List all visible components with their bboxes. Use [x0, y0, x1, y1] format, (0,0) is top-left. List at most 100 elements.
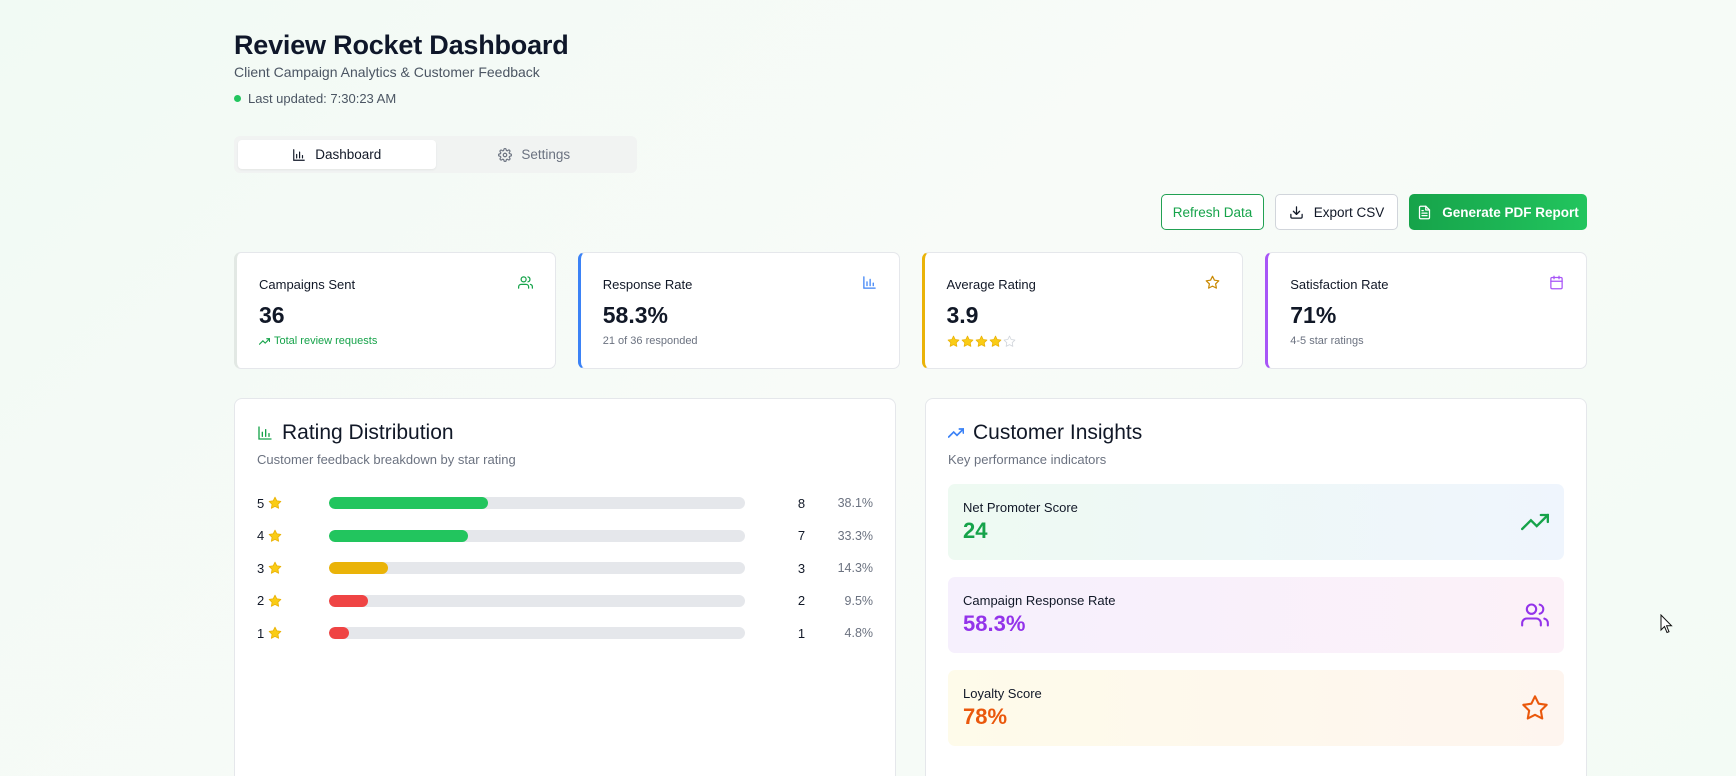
stat-card-satisfaction: Satisfaction Rate 71% 4-5 star ratings [1265, 252, 1587, 369]
distribution-star-label: 1 [257, 626, 329, 641]
trending-up-icon [259, 337, 270, 345]
generate-pdf-button[interactable]: Generate PDF Report [1409, 194, 1587, 230]
star-count: 2 [257, 593, 265, 609]
star-filled-icon [268, 561, 282, 574]
stat-sub: 4-5 star ratings [1290, 335, 1364, 347]
stats-row: Campaigns Sent 36 Total review requests … [234, 252, 1587, 369]
bar-chart-icon [862, 276, 876, 289]
distribution-count: 1 [797, 625, 806, 641]
insight-label: Net Promoter Score [963, 500, 1078, 515]
distribution-star-label: 5 [257, 496, 329, 511]
stat-card-response-rate: Response Rate 58.3% 21 of 36 responded [577, 252, 900, 369]
stat-value: 36 [259, 302, 285, 328]
bar-chart-icon [258, 426, 272, 440]
rating-stars [947, 335, 1221, 348]
star-filled-icon [975, 335, 987, 347]
refresh-data-button[interactable]: Refresh Data [1161, 194, 1264, 230]
star-icon [1522, 695, 1548, 720]
star-count: 3 [257, 560, 265, 576]
last-updated-text: Last updated: 7:30:23 AM [248, 91, 397, 106]
last-updated: Last updated: 7:30:23 AM [234, 91, 396, 106]
star-filled-icon [268, 594, 282, 607]
progress-bar-fill [328, 497, 488, 510]
panel-title: Customer Insights [948, 421, 1564, 445]
customer-insights-description: Key performance indicators [948, 452, 1107, 467]
tab-bar: Dashboard Settings [234, 136, 637, 173]
stat-sub-text: Total review requests [274, 335, 378, 347]
star-empty-icon [1003, 335, 1015, 347]
calendar-icon [1550, 275, 1563, 290]
insight-value: 24 [963, 518, 988, 543]
users-icon [517, 276, 533, 289]
distribution-star-label: 2 [257, 593, 329, 608]
tab-dashboard-label: Dashboard [315, 147, 382, 162]
star-count: 4 [257, 528, 265, 544]
tab-settings[interactable]: Settings [436, 140, 634, 169]
page-title: Review Rocket Dashboard [234, 30, 569, 60]
rating-distribution-title: Rating Distribution [282, 421, 454, 444]
progress-bar-track [328, 497, 746, 510]
stat-value: 71% [1290, 302, 1337, 328]
distribution-percent: 14.3% [837, 561, 874, 576]
distribution-count: 8 [797, 495, 806, 511]
star-filled-icon [961, 335, 973, 347]
progress-bar-track [328, 529, 746, 542]
export-csv-button[interactable]: Export CSV [1275, 194, 1398, 230]
star-count: 1 [257, 625, 265, 641]
progress-bar-fill [328, 562, 389, 575]
distribution-count: 2 [797, 593, 806, 609]
progress-bar-track [328, 627, 746, 640]
file-text-icon [1419, 205, 1431, 219]
export-csv-label: Export CSV [1313, 204, 1385, 220]
star-filled-icon [268, 496, 282, 509]
stat-card-campaigns: Campaigns Sent 36 Total review requests [234, 252, 556, 369]
generate-pdf-label: Generate PDF Report [1442, 204, 1579, 220]
trending-up-icon [948, 428, 964, 438]
distribution-percent: 9.5% [844, 593, 874, 608]
star-filled-icon [989, 335, 1001, 347]
distribution-percent: 4.8% [844, 626, 874, 641]
trending-up-icon [1521, 513, 1549, 531]
star-icon [1205, 275, 1220, 289]
action-bar: Refresh Data Export CSV Generate PDF Rep… [1161, 194, 1587, 230]
stat-label: Response Rate [602, 277, 693, 292]
page-subtitle: Client Campaign Analytics & Customer Fee… [234, 64, 540, 80]
gear-icon [498, 147, 513, 162]
distribution-row: 3 3 14.3% [257, 552, 873, 585]
status-dot-icon [234, 95, 241, 102]
insight-label: Loyalty Score [963, 686, 1042, 701]
progress-bar-track [328, 594, 746, 607]
tab-dashboard[interactable]: Dashboard [238, 140, 436, 169]
panel-title: Rating Distribution [257, 421, 873, 445]
distribution-star-label: 4 [257, 528, 329, 543]
refresh-data-label: Refresh Data [1172, 204, 1253, 220]
customer-insights-panel: Customer Insights Key performance indica… [925, 398, 1587, 776]
distribution-row: 1 1 4.8% [257, 617, 873, 650]
insight-value: 78% [963, 704, 1008, 729]
distribution-count: 7 [797, 528, 806, 544]
customer-insights-title: Customer Insights [973, 421, 1143, 444]
stat-value: 58.3% [602, 302, 668, 328]
stat-label: Campaigns Sent [259, 277, 356, 292]
insight-card-loyalty: Loyalty Score 78% [948, 670, 1564, 746]
distribution-star-label: 3 [257, 561, 329, 576]
stat-label: Satisfaction Rate [1290, 277, 1389, 292]
progress-bar-fill [328, 627, 349, 640]
distribution-row: 2 2 9.5% [257, 585, 873, 618]
star-filled-icon [947, 335, 959, 347]
distribution-percent: 38.1% [837, 496, 874, 511]
download-icon [1289, 205, 1303, 219]
stat-card-average-rating: Average Rating 3.9 [921, 252, 1244, 369]
stat-sub: 21 of 36 responded [602, 335, 698, 347]
mouse-cursor-icon [1660, 614, 1673, 634]
distribution-list: 5 8 38.1% 4 7 33.3% 3 3 14.3% 2 2 9.5% 1 1 4.8% [257, 487, 873, 650]
distribution-percent: 33.3% [837, 528, 874, 543]
users-icon [1521, 603, 1549, 627]
stat-value: 3.9 [946, 302, 979, 328]
progress-bar-fill [328, 594, 369, 607]
rating-distribution-description: Customer feedback breakdown by star rati… [257, 452, 516, 467]
stat-sub: Total review requests [259, 335, 533, 347]
tab-settings-label: Settings [521, 147, 571, 162]
distribution-row: 4 7 33.3% [257, 520, 873, 553]
distribution-count: 3 [797, 560, 806, 576]
